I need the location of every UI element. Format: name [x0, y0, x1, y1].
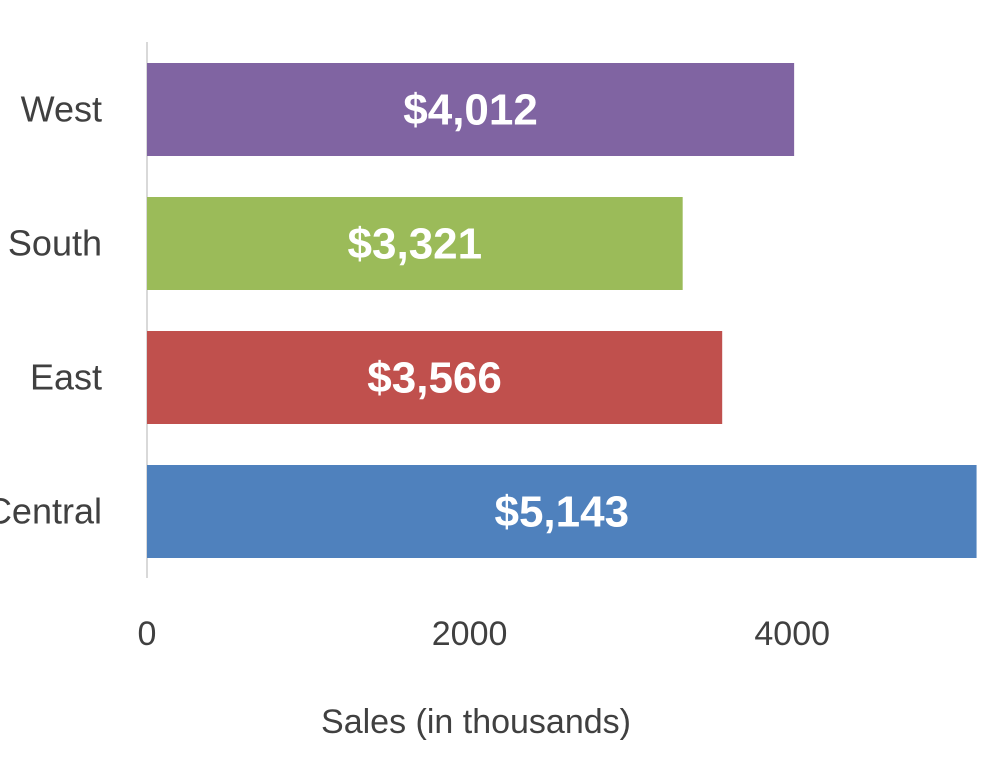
category-label-south: South [8, 223, 102, 264]
data-label-south: $3,321 [348, 220, 483, 269]
bar-south [147, 197, 683, 290]
bar-labels-group: $4,012 $3,321 $3,566 $5,143 [348, 86, 630, 537]
category-label-east: East [30, 357, 102, 398]
category-label-central: Central [0, 491, 102, 532]
x-axis-title: Sales (in thousands) [321, 703, 631, 741]
x-tick-label-0: 0 [138, 615, 157, 653]
x-tick-label-4000: 4000 [754, 615, 830, 653]
bars-group [147, 63, 977, 558]
category-labels-group: West South East Central [0, 89, 102, 532]
bar-east [147, 331, 723, 424]
x-tick-label-2000: 2000 [432, 615, 508, 653]
bar-central [147, 465, 977, 558]
data-label-central: $5,143 [494, 488, 629, 537]
bar-west [147, 63, 795, 156]
x-tick-labels-group: 0 2000 4000 [138, 615, 830, 653]
data-label-east: $3,566 [367, 354, 502, 403]
category-label-west: West [21, 89, 102, 130]
data-label-west: $4,012 [403, 86, 538, 135]
